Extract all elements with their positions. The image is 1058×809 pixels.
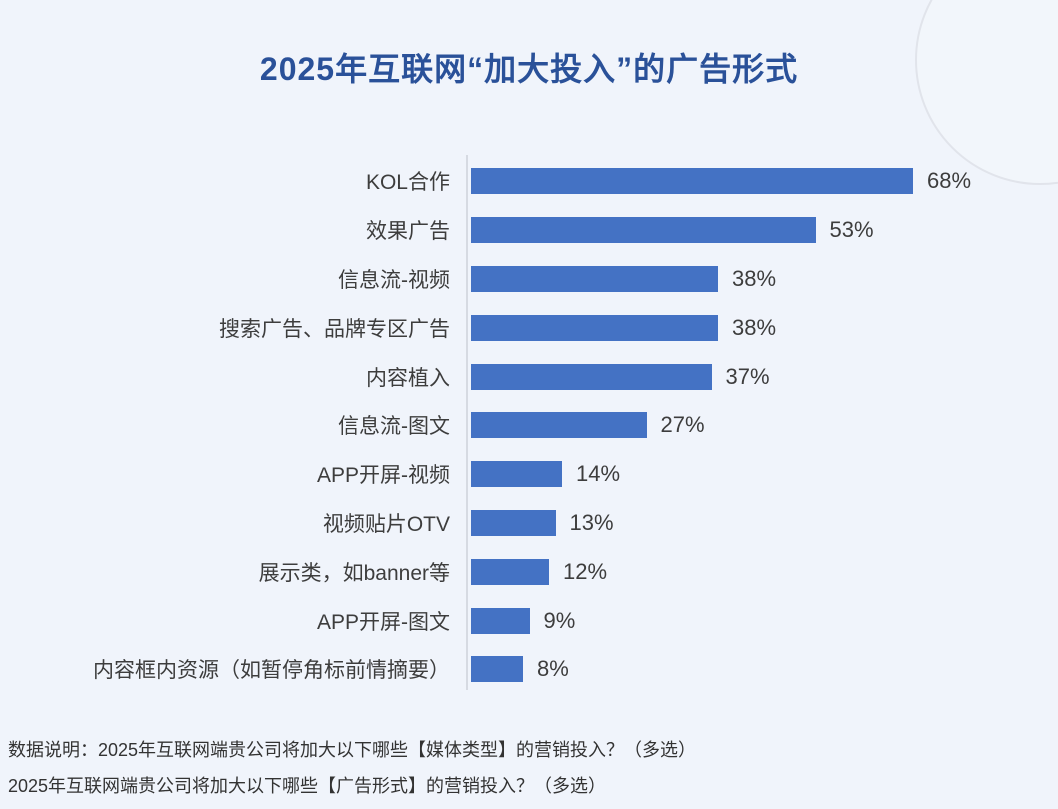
bar-row: 效果广告 53%: [0, 206, 1058, 255]
category-label: KOL合作: [365, 171, 450, 195]
category-label: 搜索广告、品牌专区广告: [219, 317, 450, 341]
footnotes: 数据说明：2025年互联网端贵公司将加大以下哪些【媒体类型】的营销投入？（多选）…: [8, 740, 696, 809]
bar: [471, 265, 718, 292]
bar-row: 内容植入 37%: [0, 352, 1058, 401]
category-label: 内容植入: [366, 366, 450, 390]
bar: [471, 461, 562, 488]
bar: [471, 314, 718, 341]
category-label: 视频贴片OTV: [322, 512, 450, 536]
value-label: 37%: [725, 363, 770, 389]
bar-chart-rows: KOL合作 68% 效果广告 53% 信息流-视频 38% 搜索广告、品牌专区广告 38% 内容…: [0, 157, 1058, 694]
value-label: 38%: [732, 314, 777, 340]
bar-row: APP开屏-图文 9%: [0, 596, 1058, 645]
chart-axis-line: [466, 155, 468, 690]
footnote-line-2: 2025年互联网端贵公司将加大以下哪些【广告形式】的营销投入？（多选）: [8, 776, 607, 796]
bar: [471, 656, 523, 683]
bar-row: 搜索广告、品牌专区广告 38%: [0, 303, 1058, 352]
category-label: APP开屏-图文: [316, 610, 450, 634]
bar: [471, 412, 647, 439]
value-label: 13%: [569, 509, 614, 535]
bar: [471, 168, 913, 195]
category-label: APP开屏-视频: [316, 464, 450, 488]
footnote-line-1: 数据说明：2025年互联网端贵公司将加大以下哪些【媒体类型】的营销投入？（多选）: [8, 740, 697, 760]
bar: [471, 217, 816, 244]
value-label: 14%: [576, 461, 621, 487]
bar-row: 信息流-图文 27%: [0, 401, 1058, 450]
bar-row: 信息流-视频 38%: [0, 255, 1058, 304]
value-label: 8%: [537, 656, 569, 682]
value-label: 9%: [543, 607, 576, 633]
value-label: 38%: [732, 265, 777, 291]
bar-row: 展示类，如banner等 12%: [0, 547, 1058, 596]
category-label: 信息流-图文: [338, 415, 450, 439]
value-label: 12%: [563, 558, 608, 584]
bar: [471, 509, 556, 536]
bar: [471, 363, 712, 390]
value-label: 53%: [829, 217, 874, 243]
value-label: 68%: [927, 168, 972, 194]
bar-row: 视频贴片OTV 13%: [0, 499, 1058, 548]
category-label: 内容框内资源（如暂停角标前情摘要）: [93, 659, 450, 683]
page-title: 2025年互联网“加大投入”的广告形式: [259, 51, 799, 87]
category-label: 展示类，如banner等: [258, 561, 450, 585]
value-label: 27%: [660, 412, 705, 438]
category-label: 效果广告: [366, 220, 450, 244]
bar: [471, 558, 549, 585]
bar-row: 内容框内资源（如暂停角标前情摘要） 8%: [0, 645, 1058, 694]
category-label: 信息流-视频: [338, 268, 450, 292]
bar-row: KOL合作 68%: [0, 157, 1058, 206]
bar-chart: KOL合作 68% 效果广告 53% 信息流-视频 38% 搜索广告、品牌专区广告 38% 内容…: [0, 155, 1058, 694]
bar: [471, 607, 530, 634]
bar-row: APP开屏-视频 14%: [0, 450, 1058, 499]
